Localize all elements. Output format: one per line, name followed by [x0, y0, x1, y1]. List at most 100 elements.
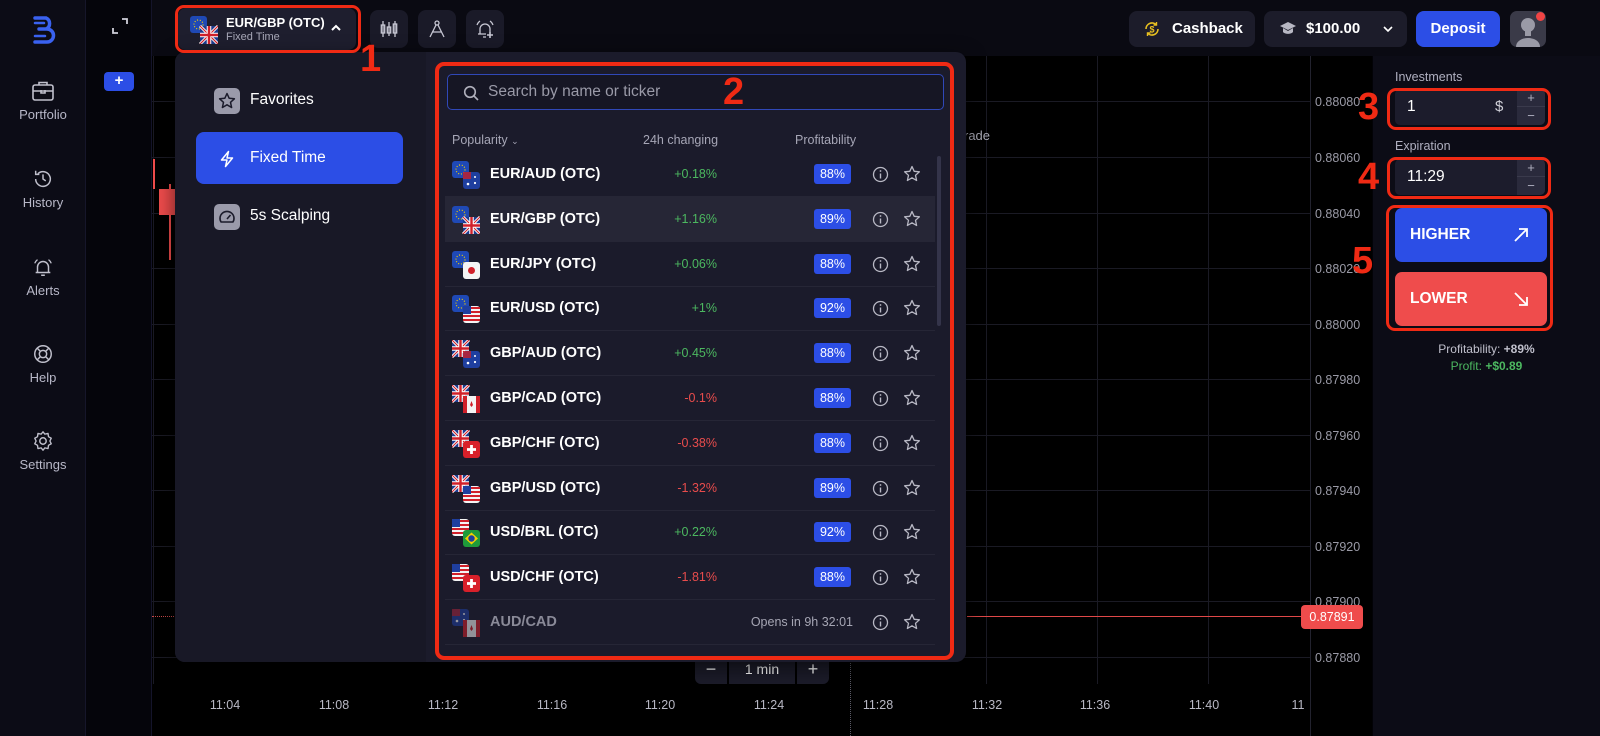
asset-row[interactable]: EUR/JPY (OTC) +0.06% 88%: [445, 242, 935, 287]
info-icon[interactable]: [872, 524, 889, 541]
x-axis-label: 11:04: [209, 698, 241, 712]
demo-account-cap-icon: [1280, 22, 1296, 34]
chart-tabs-column: +: [86, 0, 152, 736]
us-ch-flag-icon: [452, 564, 480, 593]
profitability-badge: 92%: [814, 298, 851, 319]
info-icon[interactable]: [872, 614, 889, 631]
category-fixed-time[interactable]: Fixed Time: [196, 132, 403, 184]
asset-row[interactable]: GBP/CAD (OTC) -0.1% 88%: [445, 376, 935, 421]
asset-row[interactable]: GBP/AUD (OTC) +0.45% 88%: [445, 331, 935, 377]
y-axis-label: 0.88000: [1315, 318, 1361, 332]
annotation-number-3: 3: [1358, 86, 1380, 128]
profitability-badge: 88%: [814, 164, 851, 184]
investment-increase-button[interactable]: +: [1517, 89, 1545, 107]
sort-by-popularity[interactable]: Popularity ⌄: [452, 133, 519, 147]
asset-row[interactable]: USD/BRL (OTC) +0.22% 92%: [445, 510, 935, 556]
star-icon[interactable]: [903, 389, 921, 407]
asset-selector-button[interactable]: EUR/GBP (OTC) Fixed Time: [178, 8, 356, 50]
drawing-compass-icon: [429, 20, 445, 38]
info-icon[interactable]: [872, 435, 889, 452]
asset-row[interactable]: EUR/GBP (OTC) +1.16% 89%: [445, 196, 935, 242]
y-axis-label: 0.88020: [1315, 262, 1361, 276]
eu-gb-flag-icon: [190, 16, 218, 44]
chart-overlay-text: rade: [964, 128, 991, 143]
x-axis-label: 11:16: [536, 698, 568, 712]
star-icon[interactable]: [903, 210, 921, 228]
info-icon[interactable]: [872, 256, 889, 273]
gb-ca-flag-icon: [452, 385, 480, 413]
higher-label: HIGHER: [1410, 226, 1471, 243]
expiration-input[interactable]: 11:29: [1407, 168, 1445, 185]
star-icon[interactable]: [903, 255, 921, 273]
us-br-flag-icon: [452, 519, 480, 548]
profitability-badge: 89%: [814, 208, 851, 229]
change-24h: +1.16%: [674, 211, 717, 226]
star-icon[interactable]: [903, 479, 921, 497]
info-icon[interactable]: [872, 166, 889, 183]
star-icon[interactable]: [903, 434, 921, 452]
left-sidebar: Portfolio History Alerts Help Settings: [0, 0, 86, 736]
account-balance-selector[interactable]: $100.00: [1264, 11, 1407, 47]
asset-pair-name: GBP/CAD (OTC): [490, 390, 602, 406]
asset-row[interactable]: USD/CHF (OTC) -1.81% 88%: [445, 555, 935, 601]
star-icon[interactable]: [903, 299, 921, 317]
y-axis-label: 0.87960: [1315, 429, 1361, 443]
asset-row[interactable]: EUR/USD (OTC) +1% 92%: [445, 286, 935, 332]
star-icon[interactable]: [903, 344, 921, 362]
info-icon[interactable]: [872, 569, 889, 586]
sidebar-item-alerts[interactable]: Alerts: [0, 256, 86, 298]
profit-label: Profit:: [1450, 359, 1482, 373]
category-5s-scalping[interactable]: 5s Scalping: [196, 190, 403, 242]
asset-row-partial[interactable]: [445, 645, 935, 662]
selected-asset-name: EUR/GBP (OTC): [226, 15, 325, 30]
info-icon[interactable]: [872, 390, 889, 407]
asset-pair-name: GBP/CHF (OTC): [490, 434, 600, 451]
asset-row[interactable]: GBP/USD (OTC) -1.32% 89%: [445, 466, 935, 511]
profit-info: Profit: +$0.89: [1373, 359, 1600, 373]
info-icon[interactable]: [872, 480, 889, 497]
info-icon[interactable]: [872, 345, 889, 362]
fullscreen-icon[interactable]: [112, 18, 128, 34]
cashback-button[interactable]: $ Cashback: [1129, 11, 1255, 47]
add-alert-button[interactable]: [466, 10, 504, 48]
expiration-decrease-button[interactable]: −: [1527, 178, 1535, 193]
star-icon[interactable]: [903, 613, 921, 631]
lower-button[interactable]: LOWER: [1395, 272, 1547, 326]
search-input[interactable]: [488, 75, 928, 109]
add-chart-button[interactable]: +: [104, 72, 134, 91]
asset-pair-name: EUR/JPY (OTC): [490, 255, 597, 272]
chart-type-button[interactable]: [370, 10, 408, 48]
investment-field[interactable]: 1 $ + −: [1395, 89, 1545, 125]
profitability-value: +89%: [1503, 342, 1535, 356]
sidebar-item-label: Help: [29, 370, 57, 385]
sidebar-item-settings[interactable]: Settings: [0, 430, 86, 472]
candlestick-chart-icon: [380, 21, 398, 37]
drawing-tools-button[interactable]: [418, 10, 456, 48]
sidebar-item-help[interactable]: Help: [0, 343, 86, 385]
category-favorites[interactable]: Favorites: [196, 74, 403, 126]
sidebar-item-portfolio[interactable]: Portfolio: [0, 80, 86, 122]
avatar[interactable]: [1510, 11, 1546, 47]
search-field[interactable]: [447, 74, 944, 110]
asset-row[interactable]: AUD/CAD Opens in 9h 32:01: [445, 600, 935, 645]
sidebar-item-history[interactable]: History: [0, 168, 86, 210]
expiration-field[interactable]: 11:29 + −: [1395, 159, 1545, 195]
asset-row[interactable]: EUR/AUD (OTC) +0.18% 88%: [445, 152, 935, 197]
asset-row[interactable]: GBP/CHF (OTC) -0.38% 88%: [445, 421, 935, 466]
higher-button[interactable]: HIGHER: [1395, 208, 1547, 262]
asset-pair-name: EUR/USD (OTC): [490, 300, 600, 317]
asset-list-scrollbar[interactable]: [937, 156, 941, 326]
change-24h: +0.18%: [674, 167, 717, 181]
info-icon[interactable]: [872, 300, 889, 317]
star-icon[interactable]: [903, 523, 921, 541]
asset-list-panel: Popularity ⌄ 24h changing Profitability …: [437, 52, 966, 662]
trade-panel: Investments 1 $ + − Expiration 11:29 + −…: [1373, 56, 1600, 736]
expiration-increase-button[interactable]: +: [1517, 159, 1545, 177]
info-icon[interactable]: [872, 211, 889, 228]
cashback-coin-icon: $: [1145, 22, 1159, 36]
investment-decrease-button[interactable]: −: [1527, 108, 1535, 123]
star-icon[interactable]: [903, 165, 921, 183]
investment-input[interactable]: 1: [1407, 98, 1416, 115]
deposit-button[interactable]: Deposit: [1416, 11, 1500, 47]
star-icon[interactable]: [903, 568, 921, 586]
